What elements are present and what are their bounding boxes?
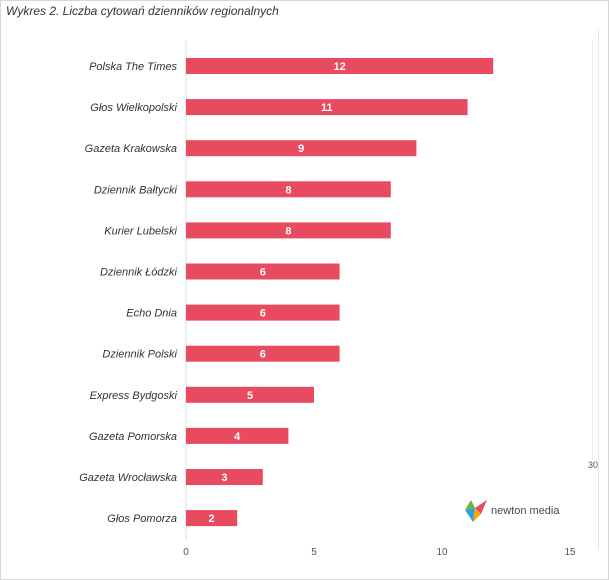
data-label: 4 [234,431,241,443]
bar [186,427,289,444]
chart-title: Wykres 2. Liczba cytowań dzienników regi… [6,4,279,18]
newton-media-logo-text: newton media [491,505,560,517]
right-divider-secondary [592,40,593,460]
data-label: 2 [209,513,215,525]
category-label: Głos Pomorza [107,513,177,525]
category-label: Dziennik Polski [102,349,177,361]
data-label: 6 [260,308,266,320]
bar [186,222,391,239]
bar [186,140,417,157]
data-label: 8 [285,225,291,237]
category-label: Dziennik Bałtycki [94,184,178,196]
category-label: Dziennik Łódzki [100,267,178,279]
x-tick-label: 15 [564,547,576,558]
bar [186,345,340,362]
category-label: Głos Wielkopolski [90,102,177,114]
data-label: 9 [298,143,304,155]
category-label: Gazeta Wrocławska [79,472,177,484]
category-label: Express Bydgoski [90,390,178,402]
x-tick-label: 5 [311,547,317,558]
data-label: 11 [321,102,333,114]
bar [186,263,340,280]
side-axis-tick: 30 [588,460,599,470]
data-label: 6 [260,267,266,279]
newton-media-logo-icon [465,500,487,522]
bar [186,469,263,485]
data-label: 8 [285,184,291,196]
bar [186,510,238,527]
bar [186,386,314,403]
category-label: Polska The Times [89,61,177,73]
right-divider [598,30,599,550]
category-label: Kurier Lubelski [104,225,177,237]
data-label: 5 [247,390,253,402]
newton-media-logo: newton media [463,498,573,526]
x-tick-label: 10 [436,547,448,558]
category-label: Gazeta Krakowska [85,143,177,155]
data-label: 12 [333,61,345,73]
category-label: Echo Dnia [126,308,177,320]
bar [186,99,468,116]
category-label: Gazeta Pomorska [89,431,177,443]
x-tick-label: 0 [183,547,189,558]
data-label: 3 [221,472,227,484]
bar [186,181,391,198]
bar [186,304,340,321]
bar [186,58,494,74]
data-label: 6 [260,349,266,361]
